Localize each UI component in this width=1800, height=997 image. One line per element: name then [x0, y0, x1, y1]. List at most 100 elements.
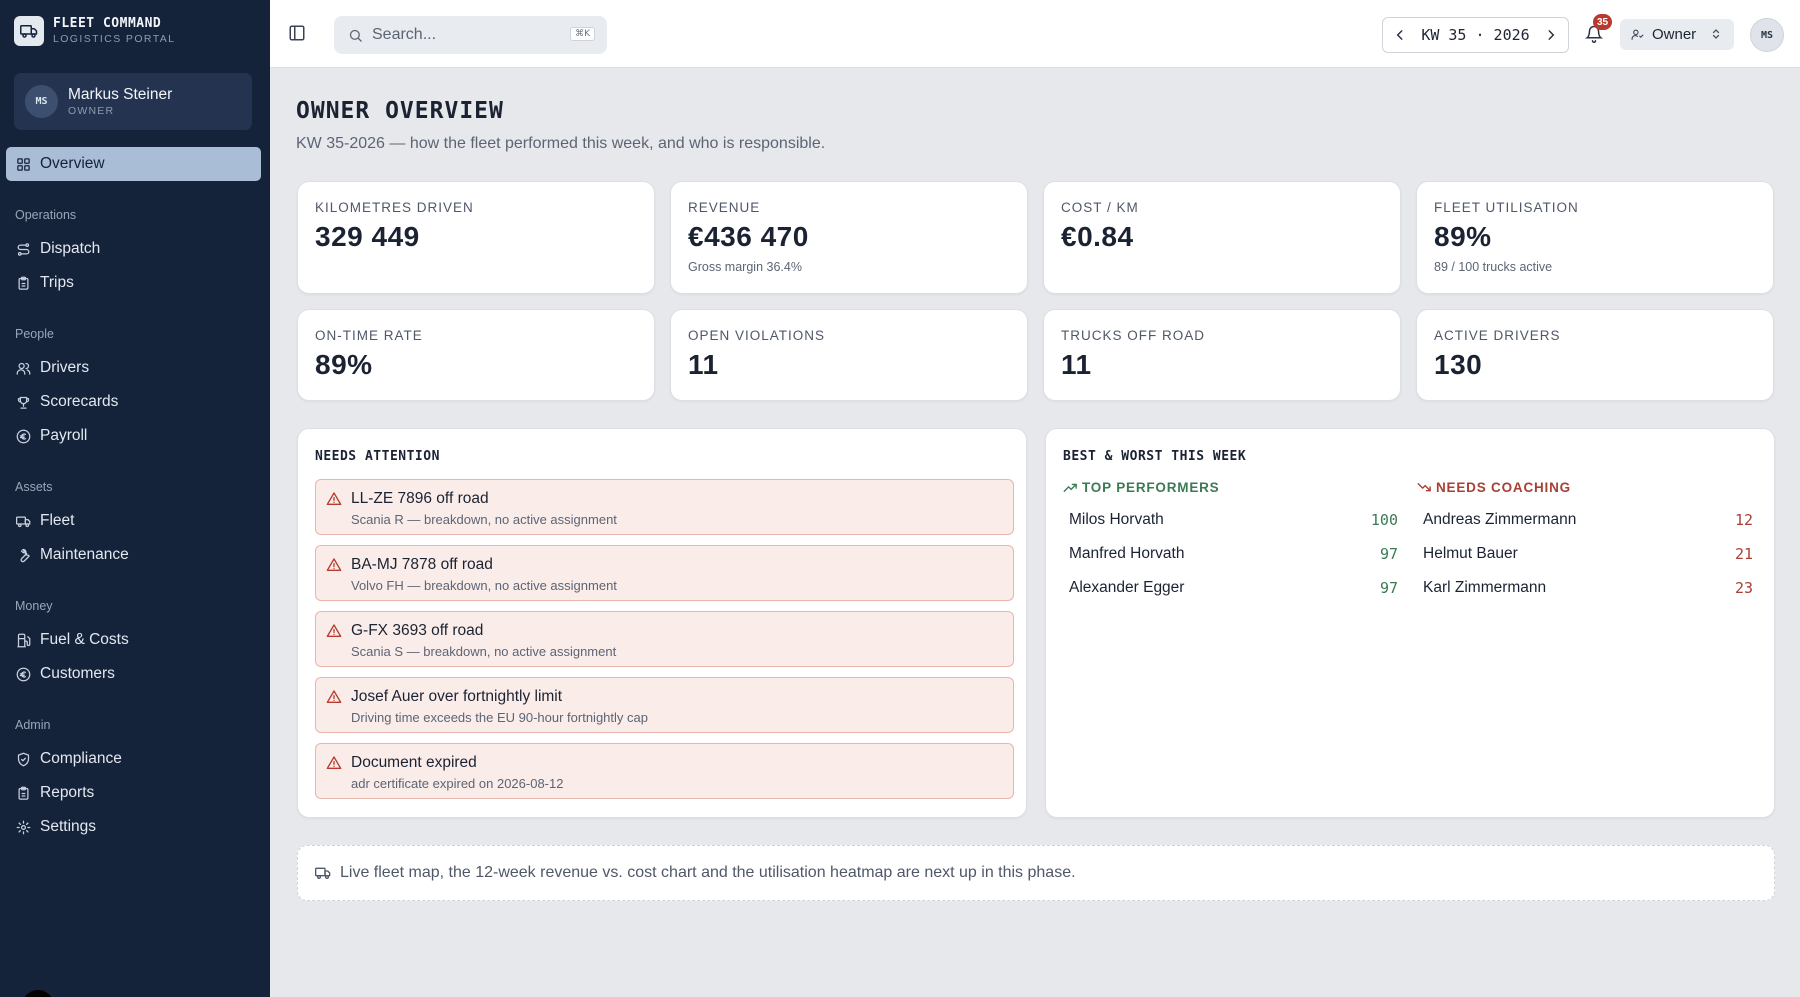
alert-item[interactable]: Document expired adr certificate expired…: [315, 743, 1014, 799]
page-subtitle: KW 35-2026 — how the fleet performed thi…: [296, 135, 826, 152]
driver-score: 12: [1734, 511, 1753, 529]
kpi-card-on-time-rate: ON-TIME RATE 89%: [297, 309, 655, 401]
sidebar-item-label: Reports: [40, 784, 95, 801]
sidebar-item-reports[interactable]: Reports: [6, 776, 261, 810]
sidebar-item-scorecards[interactable]: Scorecards: [6, 385, 261, 419]
alert-item[interactable]: G-FX 3693 off road Scania S — breakdown,…: [315, 611, 1014, 667]
search-input[interactable]: [372, 26, 562, 44]
sidebar-item-label: Maintenance: [40, 546, 129, 563]
driver-score: 21: [1734, 545, 1753, 563]
upcoming-features-note: Live fleet map, the 12-week revenue vs. …: [297, 845, 1775, 901]
alert-detail: Scania R — breakdown, no active assignme…: [351, 512, 617, 527]
truck-icon: [15, 513, 31, 529]
performer-row[interactable]: Milos Horvath 100: [1069, 506, 1398, 534]
sidebar-item-settings[interactable]: Settings: [6, 810, 261, 844]
driver-name: Manfred Horvath: [1069, 545, 1185, 562]
sidebar-item-label: Settings: [40, 818, 97, 835]
chevron-updown-icon: [1710, 27, 1722, 41]
alert-item[interactable]: LL-ZE 7896 off road Scania R — breakdown…: [315, 479, 1014, 535]
search-shortcut: ⌘K: [570, 27, 595, 41]
nav-section-operations: Operations: [15, 208, 77, 222]
user-role-icon: [1631, 28, 1644, 41]
search-icon: [348, 28, 363, 43]
alert-item[interactable]: Josef Auer over fortnightly limit Drivin…: [315, 677, 1014, 733]
kpi-card-trucks-off-road: TRUCKS OFF ROAD 11: [1043, 309, 1401, 401]
sidebar-item-drivers[interactable]: Drivers: [6, 351, 261, 385]
search-box[interactable]: ⌘K: [334, 16, 607, 54]
user-name: Markus Steiner: [68, 86, 173, 103]
kpi-value: 11: [688, 349, 719, 380]
kpi-card-kilometres: KILOMETRES DRIVEN 329 449: [297, 181, 655, 294]
warning-icon: [326, 689, 342, 705]
needs-coaching-heading: NEEDS COACHING: [1417, 480, 1571, 495]
kpi-note: Gross margin 36.4%: [688, 260, 802, 274]
nav-section-admin: Admin: [15, 718, 51, 732]
role-label: Owner: [1652, 26, 1697, 43]
kpi-value: 130: [1434, 349, 1483, 380]
driver-score: 97: [1379, 579, 1398, 597]
chevron-left-icon[interactable]: [1383, 18, 1417, 52]
user-avatar: MS: [25, 85, 58, 118]
brand[interactable]: FLEET COMMAND LOGISTICS PORTAL: [14, 16, 175, 46]
alert-detail: adr certificate expired on 2026-08-12: [351, 776, 564, 791]
sidebar-item-overview[interactable]: Overview: [6, 147, 261, 181]
coaching-row[interactable]: Andreas Zimmermann 12: [1423, 506, 1753, 534]
euro-icon: [15, 428, 31, 444]
warning-icon: [326, 557, 342, 573]
driver-score: 23: [1734, 579, 1753, 597]
kpi-label: REVENUE: [688, 200, 761, 215]
alert-title: BA-MJ 7878 off road: [351, 556, 493, 573]
alert-title: Document expired: [351, 754, 477, 771]
sidebar-item-dispatch[interactable]: Dispatch: [6, 232, 261, 266]
kpi-value: 329 449: [315, 221, 420, 252]
performer-row[interactable]: Manfred Horvath 97: [1069, 540, 1398, 568]
driver-score: 100: [1370, 511, 1398, 529]
driver-name: Andreas Zimmermann: [1423, 511, 1577, 528]
user-role: OWNER: [68, 105, 115, 117]
sidebar: FLEET COMMAND LOGISTICS PORTAL MS Markus…: [0, 0, 270, 997]
truck-icon: [315, 865, 331, 881]
sidebar-item-maintenance[interactable]: Maintenance: [6, 538, 261, 572]
coaching-row[interactable]: Helmut Bauer 21: [1423, 540, 1753, 568]
driver-name: Helmut Bauer: [1423, 545, 1518, 562]
sidebar-item-label: Drivers: [40, 359, 90, 376]
alert-item[interactable]: BA-MJ 7878 off road Volvo FH — breakdown…: [315, 545, 1014, 601]
driver-name: Karl Zimmermann: [1423, 579, 1547, 596]
sidebar-item-fleet[interactable]: Fleet: [6, 504, 261, 538]
performer-row[interactable]: Alexander Egger 97: [1069, 574, 1398, 602]
sidebar-item-trips[interactable]: Trips: [6, 266, 261, 300]
driver-name: Milos Horvath: [1069, 511, 1164, 528]
sidebar-item-label: Payroll: [40, 427, 88, 444]
coaching-row[interactable]: Karl Zimmermann 23: [1423, 574, 1753, 602]
help-button[interactable]: [22, 990, 54, 997]
kpi-card-open-violations: OPEN VIOLATIONS 11: [670, 309, 1028, 401]
role-selector[interactable]: Owner: [1620, 19, 1734, 50]
user-card[interactable]: MS Markus Steiner OWNER: [14, 73, 252, 130]
notification-badge: 35: [1593, 14, 1613, 30]
trophy-icon: [15, 394, 31, 410]
alert-detail: Volvo FH — breakdown, no active assignme…: [351, 578, 617, 593]
route-icon: [15, 241, 31, 257]
sidebar-item-label: Overview: [40, 155, 105, 172]
sidebar-item-customers[interactable]: Customers: [6, 657, 261, 691]
week-selector: KW 35 · 2026: [1382, 17, 1569, 53]
week-label: KW 35 · 2026: [1421, 26, 1530, 44]
top-performers-heading: TOP PERFORMERS: [1063, 480, 1219, 495]
sidebar-toggle-icon[interactable]: [288, 24, 308, 44]
brand-subtitle: LOGISTICS PORTAL: [53, 33, 176, 45]
truck-icon: [14, 16, 44, 46]
sidebar-item-label: Compliance: [40, 750, 122, 767]
sidebar-item-payroll[interactable]: Payroll: [6, 419, 261, 453]
user-avatar-button[interactable]: MS: [1750, 18, 1784, 52]
needs-coaching-label: NEEDS COACHING: [1436, 480, 1571, 495]
panel-title: BEST & WORST THIS WEEK: [1063, 449, 1247, 464]
top-performers-label: TOP PERFORMERS: [1082, 480, 1220, 495]
sidebar-item-compliance[interactable]: Compliance: [6, 742, 261, 776]
needs-attention-panel: NEEDS ATTENTION LL-ZE 7896 off road Scan…: [297, 428, 1027, 818]
sidebar-item-fuel-costs[interactable]: Fuel & Costs: [6, 623, 261, 657]
kpi-label: OPEN VIOLATIONS: [688, 328, 826, 343]
chevron-right-icon[interactable]: [1534, 18, 1568, 52]
best-worst-panel: BEST & WORST THIS WEEK TOP PERFORMERS NE…: [1045, 428, 1775, 818]
note-text: Live fleet map, the 12-week revenue vs. …: [340, 864, 1076, 881]
sidebar-item-label: Dispatch: [40, 240, 101, 257]
